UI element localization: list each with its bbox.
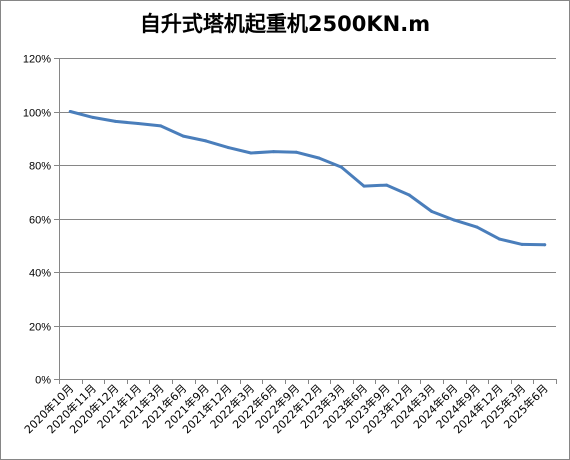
data-point bbox=[114, 119, 117, 123]
series-line bbox=[68, 110, 547, 247]
data-point bbox=[249, 151, 253, 155]
data-point bbox=[159, 124, 163, 128]
y-tick-label: 60% bbox=[29, 215, 51, 227]
y-tick-label: 20% bbox=[29, 322, 51, 334]
data-point bbox=[430, 210, 434, 213]
data-point bbox=[204, 139, 208, 143]
y-tick-label: 80% bbox=[29, 161, 51, 173]
data-point bbox=[520, 242, 524, 246]
data-point bbox=[226, 146, 230, 150]
y-tick-label: 100% bbox=[23, 108, 51, 120]
data-point bbox=[317, 156, 321, 160]
data-point bbox=[272, 150, 276, 154]
data-point bbox=[181, 134, 185, 138]
y-tick-label: 0% bbox=[35, 375, 51, 387]
y-tick-label: 40% bbox=[29, 268, 51, 280]
data-point bbox=[543, 243, 547, 247]
data-point bbox=[91, 115, 95, 119]
data-point bbox=[294, 150, 298, 154]
chart-title: 自升式塔机起重机2500KN.m bbox=[139, 12, 431, 36]
data-point bbox=[362, 184, 366, 188]
data-point bbox=[136, 122, 140, 125]
y-tick-label: 120% bbox=[23, 54, 51, 66]
data-point bbox=[475, 225, 479, 229]
data-point bbox=[452, 218, 456, 222]
data-point bbox=[68, 110, 72, 113]
data-point bbox=[498, 237, 501, 241]
data-point bbox=[407, 193, 411, 197]
data-point bbox=[385, 183, 389, 187]
data-point bbox=[339, 165, 343, 169]
